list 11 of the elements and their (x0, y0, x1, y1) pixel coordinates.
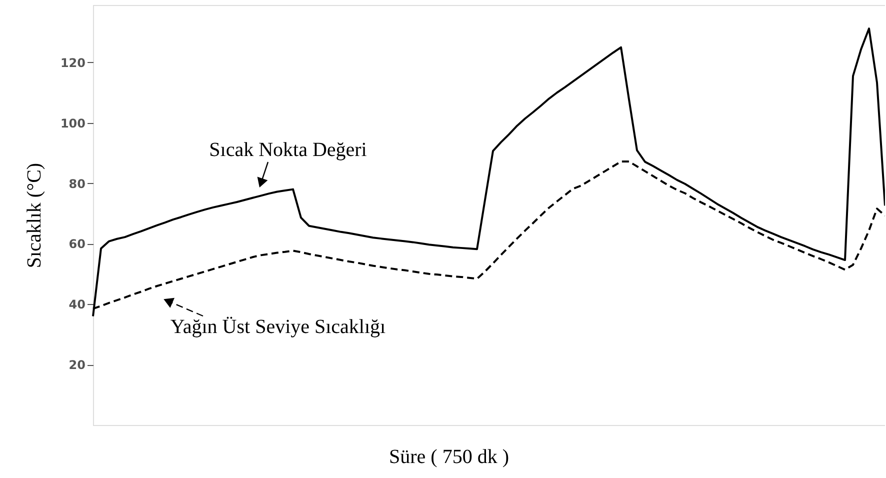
y-tick-label: 20 (68, 358, 86, 372)
y-tick-label: 120 (60, 56, 86, 70)
line-series (92, 28, 885, 318)
y-tick-label: 80 (68, 176, 86, 191)
x-axis-title: Süre ( 750 dk ) (389, 446, 509, 468)
y-tick-label: 40 (68, 298, 86, 312)
legend-label: Yağın Üst Seviye Sıcaklığı (170, 316, 386, 338)
y-tick-label: 100 (60, 116, 86, 130)
y-axis-title: Sıcaklık (°C) (23, 162, 46, 268)
series-label: Sıcak Nokta Değeri (209, 139, 368, 161)
y-tick-label: 60 (68, 237, 86, 252)
